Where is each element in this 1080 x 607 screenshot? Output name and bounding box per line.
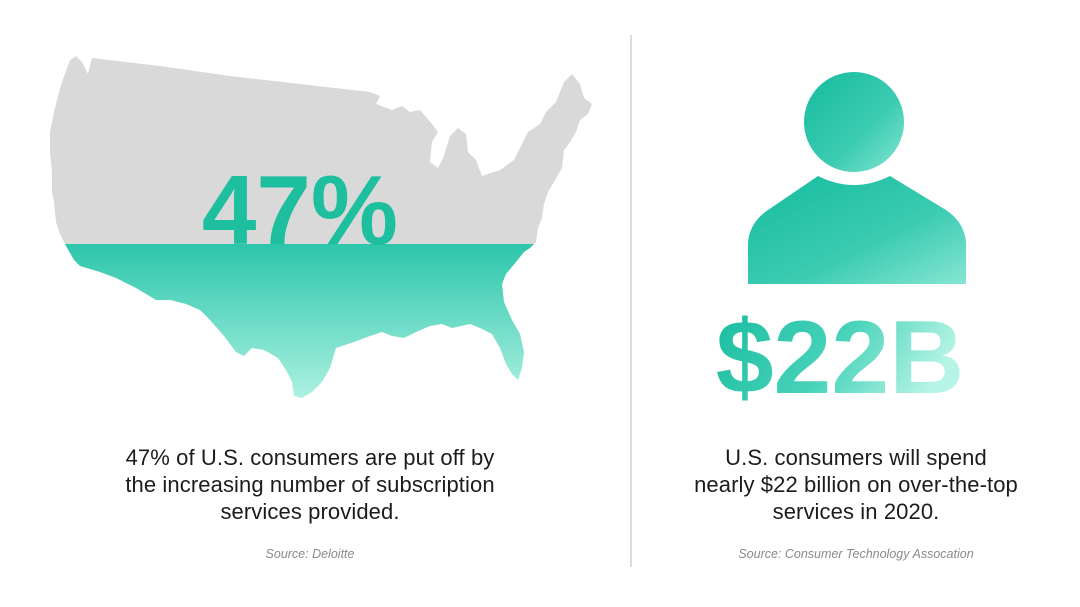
right-caption-line-3: services in 2020. (772, 499, 940, 524)
left-source: Source: Deloitte (265, 547, 355, 561)
panel-divider (630, 35, 632, 567)
right-headline: $22B (716, 300, 965, 416)
left-caption-line-2: the increasing number of subscription (125, 472, 495, 497)
us-map-icon: 47% (50, 56, 592, 398)
left-stat-panel: 47% 47% of U.S. consumers are put off by… (50, 56, 592, 561)
right-stat-panel: $22B U.S. consumers will spend nearly $2… (632, 0, 1080, 607)
left-caption: 47% of U.S. consumers are put off by the… (80, 444, 540, 525)
left-caption-line-1: 47% of U.S. consumers are put off by (125, 445, 495, 470)
right-caption: U.S. consumers will spend nearly $22 bil… (632, 444, 1080, 525)
right-source: Source: Consumer Technology Assocation (738, 547, 974, 561)
right-headline-graphic: $22B (716, 300, 965, 416)
left-caption-line-3: services provided. (220, 499, 400, 524)
person-icon (748, 72, 966, 284)
left-headline: 47% (202, 155, 398, 265)
right-caption-line-1: U.S. consumers will spend (725, 445, 987, 470)
right-caption-line-2: nearly $22 billion on over-the-top (694, 472, 1018, 497)
